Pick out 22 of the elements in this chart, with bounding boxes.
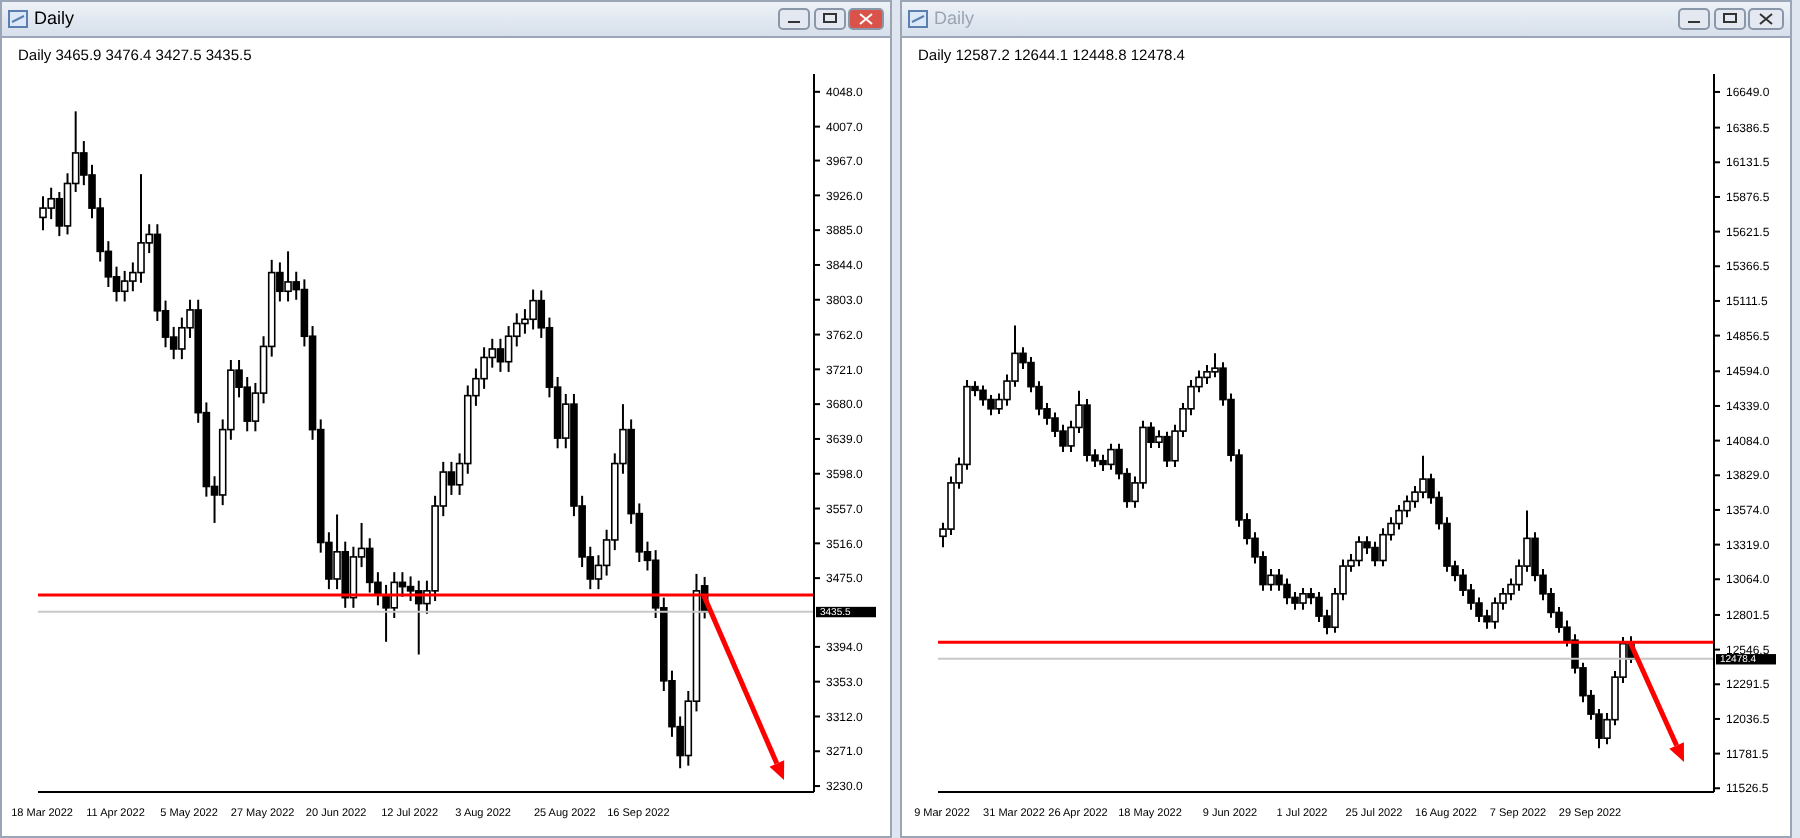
candlestick [529,288,537,331]
candlestick [1163,430,1171,468]
candlestick [987,393,995,417]
chart-title: Daily [34,8,75,28]
candlestick [137,173,145,284]
candlestick [1283,577,1291,606]
candlestick [284,250,292,303]
candlestick [1299,586,1307,611]
candlestick [1491,596,1499,630]
chart-title: Daily [934,8,975,28]
candlestick [406,575,415,603]
candlestick [1355,535,1363,568]
candlestick [120,269,129,303]
candlestick [55,190,64,238]
candlestick [1371,540,1379,568]
candlestick [979,384,987,407]
candlestick [333,513,341,591]
candlestick [1107,442,1115,471]
candlestick [504,325,513,373]
candlestick [39,195,47,232]
candlestick [1419,454,1427,500]
candlestick [496,337,505,373]
